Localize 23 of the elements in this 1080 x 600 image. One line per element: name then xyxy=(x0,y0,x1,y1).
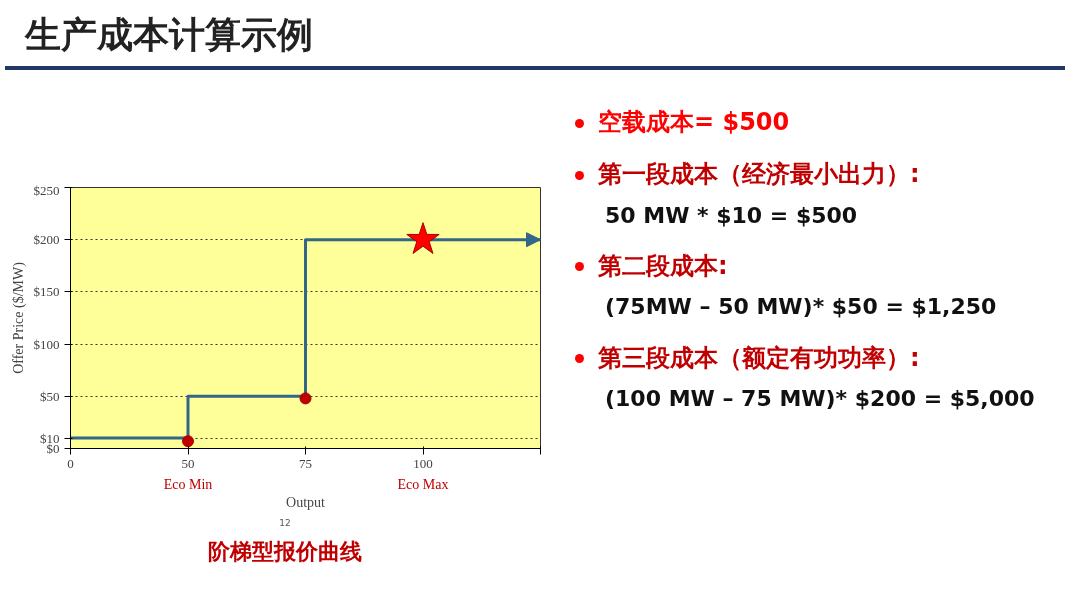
y-tick-label: $100 xyxy=(33,336,60,352)
text: 12 xyxy=(278,517,292,530)
y-tick-label: $200 xyxy=(33,232,60,248)
x-tick-label: 50 xyxy=(181,455,195,471)
chart-title: 生产成本计算示例 xyxy=(5,5,1065,71)
text: 空载成本= $500 xyxy=(597,107,791,138)
x-axis-title: Output xyxy=(286,494,326,510)
y-axis-title: Offer Price ($/MW) xyxy=(10,261,27,374)
y-tick-label: $150 xyxy=(33,284,60,300)
x-tick-label: 0 xyxy=(67,455,74,471)
text: 50 MW * $10 = $500 xyxy=(605,201,859,230)
text: Eco Min xyxy=(163,476,213,492)
text: Eco Max xyxy=(397,476,449,492)
text: (100 MW – 75 MW)* $200 = $5,000 xyxy=(605,384,1035,413)
y-tick-label: $250 xyxy=(33,182,60,198)
text: (75MW – 50 MW)* $50 = $1,250 xyxy=(605,293,998,322)
text: 第一段成本（经济最小出力）: xyxy=(597,159,921,191)
x-tick-label: 75 xyxy=(299,455,312,471)
x-tick-label: 100 xyxy=(413,455,433,471)
y-tick-label: $50 xyxy=(40,388,60,404)
text: 阶梯型报价曲线 xyxy=(207,537,363,566)
text: 第三段成本（额定有功功率）: xyxy=(597,342,921,374)
text: 第二段成本: xyxy=(597,251,729,282)
